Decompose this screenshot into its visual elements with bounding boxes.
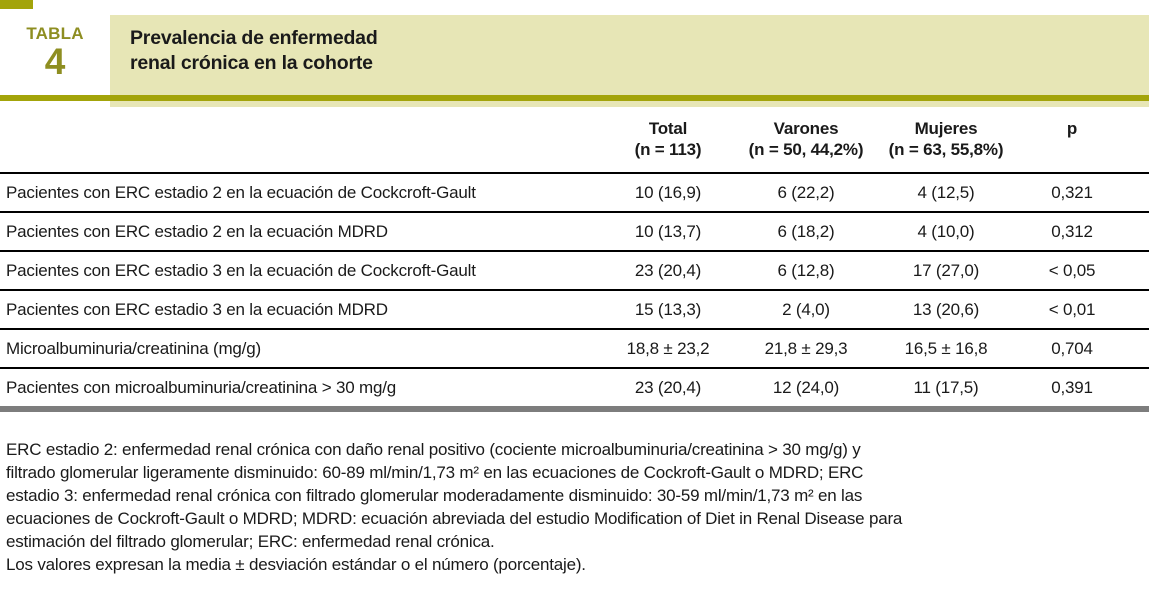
- row-label: Pacientes con ERC estadio 3 en la ecuaci…: [6, 260, 476, 280]
- cell-p: 0,312: [1051, 221, 1093, 241]
- cell-total: 15 (13,3): [634, 299, 702, 319]
- table-kicker: TABLA: [26, 24, 84, 43]
- cell-mujeres: 11 (17,5): [913, 377, 979, 397]
- column-header-mujeres-label: Mujeres: [914, 119, 978, 138]
- cell-varones: 2 (4,0): [782, 299, 830, 319]
- data-table: Total (n = 113) Varones (n = 50, 44,2%) …: [0, 107, 1149, 412]
- table-title-line1: Prevalencia de enfermedad: [130, 27, 378, 49]
- column-header-total-sub: (n = 113): [634, 140, 702, 159]
- table-row: Pacientes con ERC estadio 3 en la ecuaci…: [0, 289, 1149, 328]
- row-label: Pacientes con microalbuminuria/creatinin…: [6, 377, 396, 397]
- cell-mujeres: 16,5 ± 16,8: [904, 338, 988, 358]
- column-header-total-label: Total: [648, 119, 688, 138]
- column-header-mujeres-sub: (n = 63, 55,8%): [888, 140, 1004, 159]
- cell-mujeres: 4 (10,0): [917, 221, 975, 241]
- row-label: Pacientes con ERC estadio 2 en la ecuaci…: [6, 182, 476, 202]
- header-spacer: [1121, 118, 1149, 172]
- footnote: ERC estadio 2: enfermedad renal crónica …: [0, 438, 1149, 576]
- cell-p: < 0,01: [1048, 299, 1096, 319]
- column-header-p: p: [1023, 118, 1121, 172]
- cell-varones: 12 (24,0): [772, 377, 840, 397]
- cell-varones: 6 (12,8): [777, 260, 835, 280]
- header-rule: [0, 95, 1149, 101]
- table-title-line2: renal crónica en la cohorte: [130, 52, 373, 74]
- column-header-total: Total (n = 113): [593, 118, 743, 172]
- cell-mujeres: 13 (20,6): [912, 299, 980, 319]
- footnote-line: estadio 3: enfermedad renal crónica con …: [6, 486, 863, 505]
- row-label: Pacientes con ERC estadio 3 en la ecuaci…: [6, 299, 388, 319]
- cell-mujeres: 17 (27,0): [912, 260, 980, 280]
- footnote-line: filtrado glomerular ligeramente disminui…: [6, 463, 864, 482]
- column-header-p-label: p: [1066, 119, 1078, 138]
- footnote-line: Los valores expresan la media ± desviaci…: [6, 555, 586, 574]
- corner-mark: [0, 0, 33, 9]
- cell-varones: 6 (18,2): [777, 221, 835, 241]
- row-label: Microalbuminuria/creatinina (mg/g): [6, 338, 261, 358]
- cell-p: < 0,05: [1048, 260, 1096, 280]
- column-header-varones-label: Varones: [773, 119, 839, 138]
- footnote-line: ERC estadio 2: enfermedad renal crónica …: [6, 440, 861, 459]
- cell-total: 23 (20,4): [634, 377, 702, 397]
- cell-varones: 6 (22,2): [777, 182, 835, 202]
- table-label-block: TABLA 4: [0, 24, 110, 80]
- table-header-band: TABLA 4 Prevalencia de enfermedad renal …: [0, 0, 1149, 107]
- table-header-row: Total (n = 113) Varones (n = 50, 44,2%) …: [0, 107, 1149, 172]
- table-row: Microalbuminuria/creatinina (mg/g) 18,8 …: [0, 328, 1149, 367]
- cell-total: 10 (13,7): [634, 221, 702, 241]
- footnote-line: ecuaciones de Cockroft-Gault o MDRD; MDR…: [6, 509, 903, 528]
- table-figure: TABLA 4 Prevalencia de enfermedad renal …: [0, 0, 1149, 576]
- cell-total: 10 (16,9): [634, 182, 702, 202]
- cell-total: 23 (20,4): [634, 260, 702, 280]
- column-header-varones-sub: (n = 50, 44,2%): [748, 140, 864, 159]
- table-row: Pacientes con ERC estadio 2 en la ecuaci…: [0, 211, 1149, 250]
- title-background: [110, 15, 1149, 107]
- column-header-varones: Varones (n = 50, 44,2%): [743, 118, 869, 172]
- table-title: Prevalencia de enfermedad renal crónica …: [130, 26, 378, 76]
- cell-p: 0,391: [1051, 377, 1093, 397]
- column-header-empty: [0, 118, 593, 172]
- table-row: Pacientes con ERC estadio 2 en la ecuaci…: [0, 172, 1149, 211]
- row-label: Pacientes con ERC estadio 2 en la ecuaci…: [6, 221, 388, 241]
- table-number: 4: [44, 41, 66, 82]
- cell-mujeres: 4 (12,5): [917, 182, 975, 202]
- table-row: Pacientes con ERC estadio 3 en la ecuaci…: [0, 250, 1149, 289]
- footnote-line: estimación del filtrado glomerular; ERC:…: [6, 532, 495, 551]
- column-header-mujeres: Mujeres (n = 63, 55,8%): [869, 118, 1023, 172]
- cell-total: 18,8 ± 23,2: [626, 338, 710, 358]
- cell-p: 0,321: [1051, 182, 1093, 202]
- cell-varones: 21,8 ± 29,3: [764, 338, 848, 358]
- cell-p: 0,704: [1051, 338, 1093, 358]
- table-row: Pacientes con microalbuminuria/creatinin…: [0, 367, 1149, 406]
